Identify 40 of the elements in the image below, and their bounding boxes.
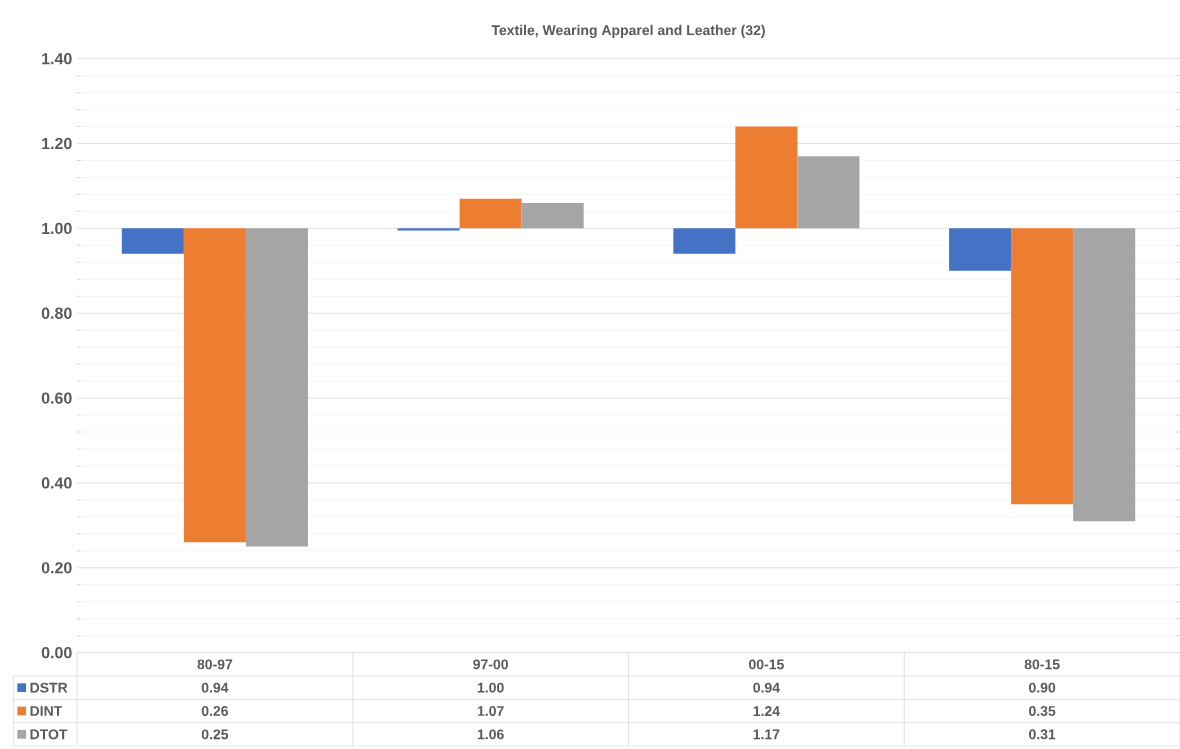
x-tick-label: 80-97 bbox=[197, 659, 233, 670]
data-label: 1.00 bbox=[477, 682, 504, 693]
bar bbox=[397, 228, 460, 231]
bar bbox=[797, 156, 860, 229]
bar bbox=[673, 228, 736, 254]
data-label: 0.25 bbox=[201, 729, 229, 740]
x-tick-label: 80-15 bbox=[1024, 659, 1060, 670]
y-tick-label: 0.80 bbox=[41, 307, 72, 320]
x-tick-label: 97-00 bbox=[473, 659, 508, 670]
data-label: 1.06 bbox=[477, 729, 504, 740]
legend-label: DTOT bbox=[30, 729, 68, 740]
x-tick-label: 00-15 bbox=[749, 659, 784, 670]
data-label: 0.35 bbox=[1029, 706, 1056, 717]
y-tick-label: 1.00 bbox=[42, 222, 72, 235]
bar bbox=[183, 228, 246, 543]
bar bbox=[521, 203, 584, 229]
y-tick-label: 0.60 bbox=[41, 392, 72, 404]
data-label: 0.94 bbox=[753, 682, 780, 693]
chart-title: Textile, Wearing Apparel and Leather (32) bbox=[491, 25, 765, 39]
y-tick-label: 1.40 bbox=[42, 53, 72, 65]
bar bbox=[949, 228, 1012, 271]
y-tick-label: 0.40 bbox=[41, 477, 72, 489]
data-label: 0.94 bbox=[201, 682, 229, 693]
y-tick-label: 0.20 bbox=[41, 562, 72, 574]
data-label: 0.26 bbox=[201, 706, 228, 717]
legend-label: DINT bbox=[30, 706, 63, 716]
bar bbox=[459, 198, 522, 229]
bar bbox=[1073, 228, 1136, 522]
y-tick-label: 0.00 bbox=[41, 647, 72, 659]
data-label: 1.07 bbox=[477, 706, 504, 717]
y-tick-label: 1.20 bbox=[42, 138, 72, 150]
bar bbox=[121, 228, 184, 254]
data-label: 0.90 bbox=[1029, 682, 1056, 693]
legend-label: DSTR bbox=[30, 682, 68, 693]
data-label: 0.31 bbox=[1029, 729, 1056, 740]
bar bbox=[245, 228, 308, 547]
data-label: 1.17 bbox=[753, 729, 780, 740]
bar bbox=[1011, 228, 1074, 505]
data-label: 1.24 bbox=[753, 706, 780, 717]
bar bbox=[735, 126, 798, 229]
